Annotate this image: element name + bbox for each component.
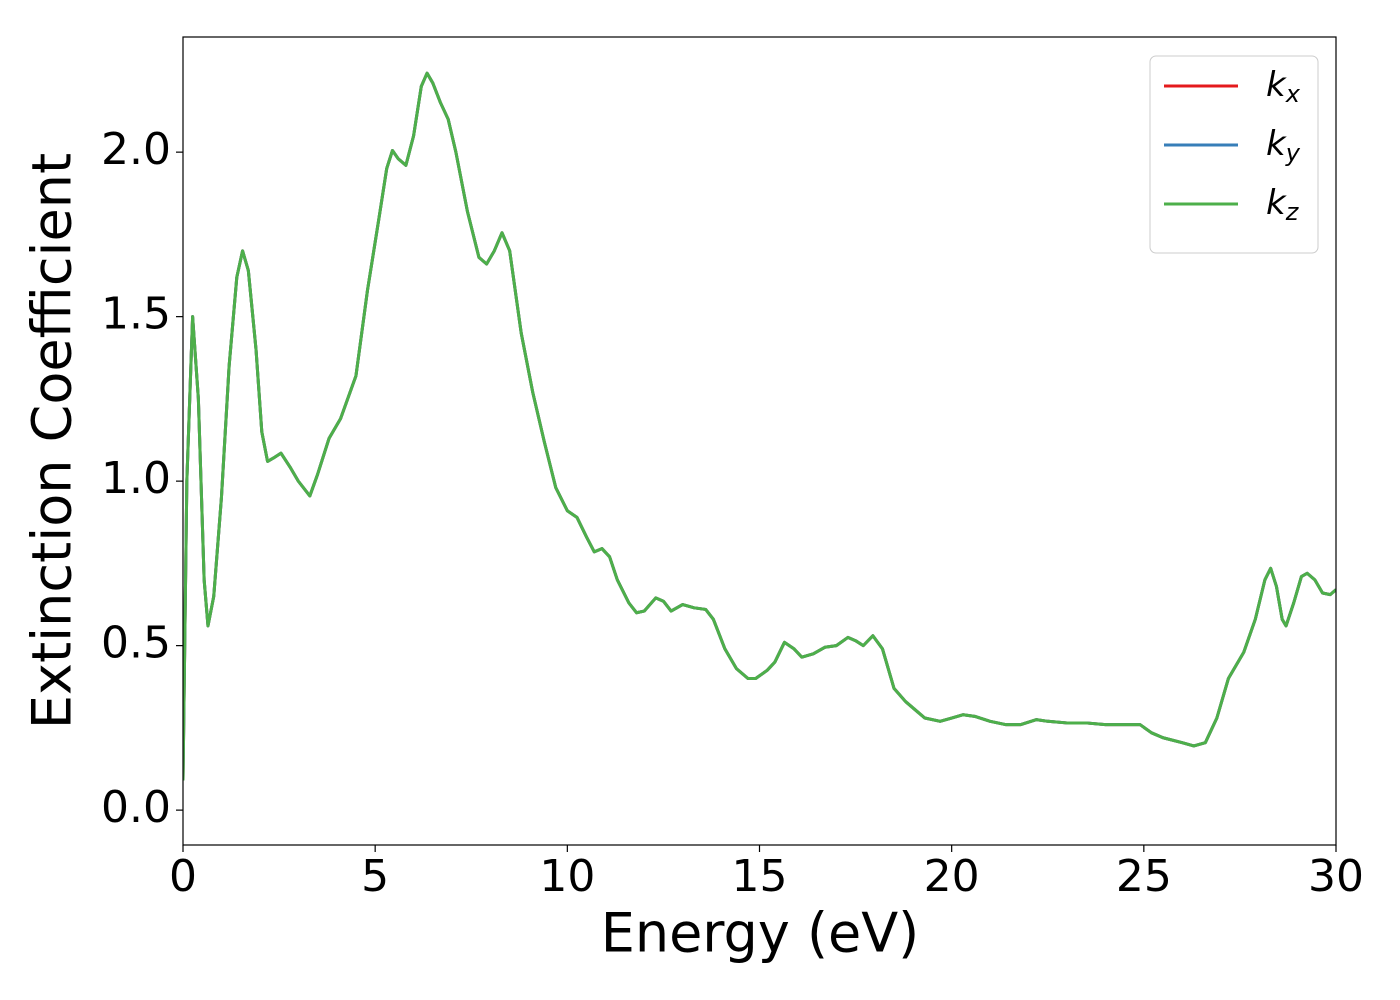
legend-label: kx	[1266, 65, 1301, 109]
x-tick-label: 30	[1308, 851, 1364, 902]
legend-label: ky	[1266, 124, 1301, 168]
y-tick-label: 1.0	[101, 453, 171, 504]
data-line	[183, 71, 1336, 781]
y-tick-label: 0.5	[101, 618, 171, 669]
x-tick-label: 25	[1116, 851, 1172, 902]
x-axis-label: Energy (eV)	[601, 902, 920, 965]
x-tick-label: 10	[539, 851, 595, 902]
x-tick-label: 15	[732, 851, 788, 902]
x-tick-label: 20	[924, 851, 980, 902]
y-tick-label: 0.0	[101, 782, 171, 833]
y-axis-label: Extinction Coefficient	[21, 153, 84, 729]
legend-label: kz	[1266, 183, 1300, 227]
y-tick-label: 2.0	[101, 124, 171, 175]
x-tick-label: 0	[169, 851, 197, 902]
y-tick-label: 1.5	[101, 289, 171, 340]
x-tick-label: 5	[361, 851, 389, 902]
